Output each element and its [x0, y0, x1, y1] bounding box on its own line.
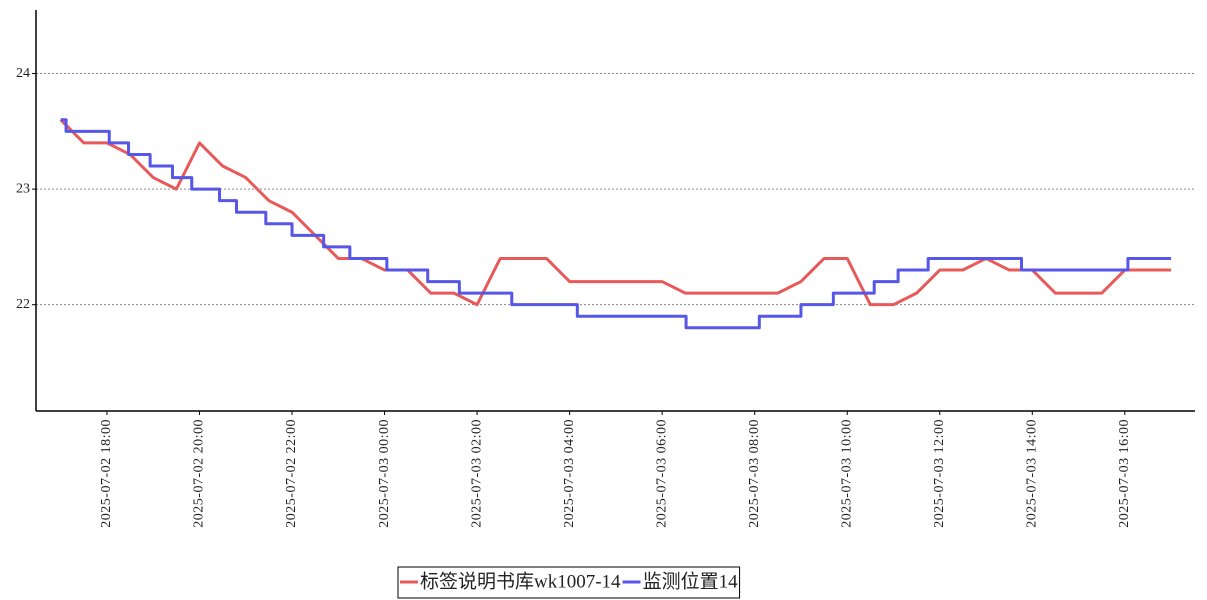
y-tick-label: 22	[16, 297, 30, 312]
legend: 标签说明书库wk1007-14 监测位置14	[397, 566, 741, 599]
x-tick-label: 2025-07-02 20:00	[192, 419, 207, 528]
legend-label: 监测位置14	[643, 570, 739, 592]
x-tick-label: 2025-07-03 08:00	[747, 419, 762, 528]
y-tick-label: 23	[16, 181, 30, 196]
x-tick-label: 2025-07-03 16:00	[1117, 419, 1132, 528]
x-tick-label: 2025-07-02 22:00	[284, 419, 299, 528]
legend-label: 标签说明书库wk1007-14	[420, 570, 621, 592]
x-tick-label: 2025-07-03 06:00	[654, 419, 669, 528]
y-tick-label: 24	[16, 66, 30, 81]
x-tick-label: 2025-07-03 04:00	[562, 419, 577, 528]
x-tick-label: 2025-07-03 14:00	[1025, 419, 1040, 528]
x-tick-label: 2025-07-03 00:00	[377, 419, 392, 528]
series-line	[60, 118, 1172, 330]
x-tick-label: 2025-07-03 10:00	[839, 419, 854, 528]
x-tick-label: 2025-07-03 02:00	[469, 419, 484, 528]
series-line	[59, 118, 1172, 307]
x-tick-label: 2025-07-03 12:00	[932, 419, 947, 528]
legend-box	[397, 566, 741, 599]
x-tick-label: 2025-07-02 18:00	[99, 419, 114, 528]
